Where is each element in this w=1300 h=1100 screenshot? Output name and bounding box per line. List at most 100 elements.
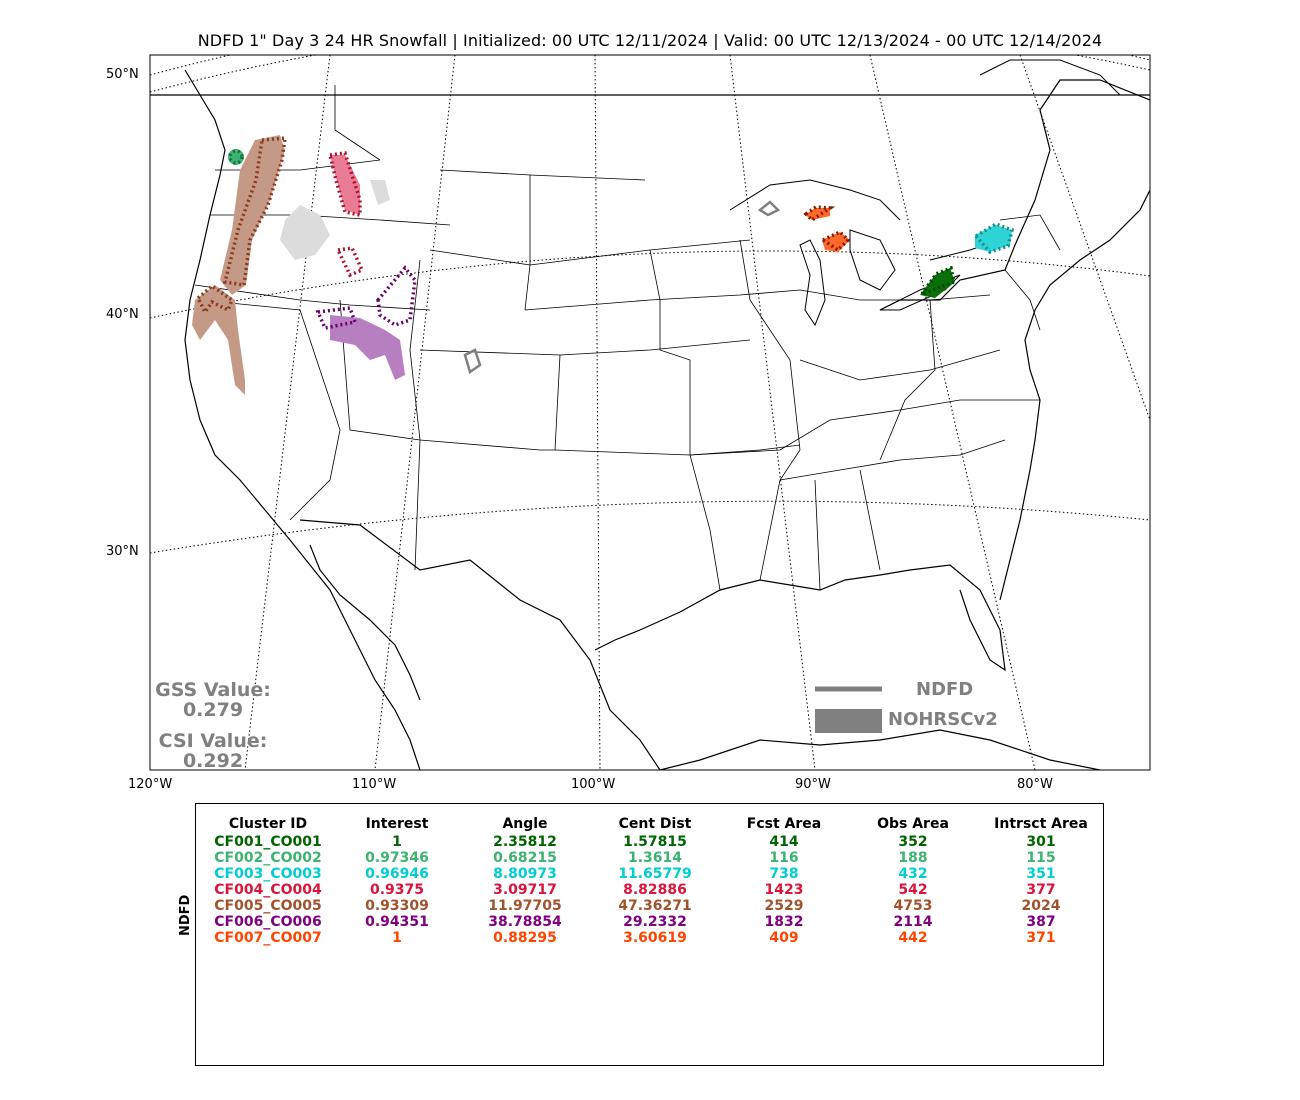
graticule — [150, 55, 1150, 770]
cell-cluster-id: CF004_CO004 — [214, 882, 322, 898]
cell-interest: 1 — [392, 930, 402, 946]
legend-fill-swatch — [815, 709, 882, 733]
cell-intrsct-area: 2024 — [1021, 898, 1061, 914]
forecast-outline-cf005b — [222, 136, 288, 288]
header-cluster-id: Cluster ID — [228, 816, 308, 832]
lon-label-120: 120°W — [128, 777, 173, 792]
coastline-and-borders — [150, 69, 1150, 770]
forecast-outline-cf007b — [819, 229, 851, 253]
csi-label: CSI Value: — [158, 730, 268, 752]
cell-obs-area: 2114 — [893, 914, 933, 930]
cell-obs-area: 4753 — [893, 898, 933, 914]
gss-value: 0.279 — [182, 699, 244, 721]
cell-angle: 3.09717 — [493, 882, 557, 898]
cell-fcst-area: 738 — [769, 866, 799, 882]
cell-fcst-area: 2529 — [764, 898, 804, 914]
cell-intrsct-area: 115 — [1026, 850, 1056, 866]
cell-interest: 0.97346 — [365, 850, 429, 866]
header-fcst-area: Fcst Area — [746, 816, 822, 832]
cell-interest: 0.93309 — [365, 898, 429, 914]
cell-fcst-area: 1423 — [764, 882, 804, 898]
cell-intrsct-area: 371 — [1026, 930, 1056, 946]
forecast-unmatched-objects — [463, 200, 781, 375]
cell-interest: 1 — [392, 834, 402, 850]
cell-fcst-area: 409 — [769, 930, 799, 946]
cell-cluster-id: CF003_CO003 — [214, 866, 322, 882]
snowfall-verification-map — [149, 54, 1151, 771]
cell-obs-area: 188 — [898, 850, 928, 866]
cell-cent-dist: 11.65779 — [618, 866, 692, 882]
map-frame — [149, 54, 1151, 771]
forecast-outline-cf006 — [376, 265, 417, 327]
cell-cluster-id: CF002_CO002 — [214, 850, 322, 866]
cell-cluster-id: CF005_CO005 — [214, 898, 322, 914]
forecast-outline-cf001 — [917, 265, 957, 298]
cell-obs-area: 442 — [898, 930, 928, 946]
cell-obs-area: 542 — [898, 882, 928, 898]
state-borders — [194, 85, 1061, 591]
cell-angle: 0.68215 — [493, 850, 557, 866]
cell-cluster-id: CF006_CO006 — [214, 914, 322, 930]
forecast-outline-cf007 — [803, 205, 836, 223]
forecast-outline-cf004b — [335, 246, 365, 278]
observed-area-co005b — [220, 135, 285, 295]
cell-cent-dist: 1.57815 — [623, 834, 687, 850]
observed-area-co005 — [192, 285, 245, 395]
cell-angle: 38.78854 — [488, 914, 562, 930]
observed-area-co004 — [330, 155, 360, 215]
lat-label-50: 50°N — [106, 67, 139, 82]
header-angle: Angle — [502, 816, 548, 832]
cell-angle: 11.97705 — [488, 898, 562, 914]
forecast-outline-cf002 — [228, 149, 244, 165]
cell-intrsct-area: 387 — [1026, 914, 1056, 930]
cell-obs-area: 432 — [898, 866, 928, 882]
header-intrsct-area: Intrsct Area — [994, 816, 1088, 832]
cell-interest: 0.94351 — [365, 914, 429, 930]
header-obs-area: Obs Area — [877, 816, 949, 832]
lon-label-100: 100°W — [571, 777, 616, 792]
cell-angle: 8.80973 — [493, 866, 557, 882]
gss-label: GSS Value: — [155, 679, 271, 701]
observed-area-co002 — [228, 149, 244, 165]
cell-cluster-id: CF001_CO001 — [214, 834, 322, 850]
lat-label-40: 40°N — [106, 307, 139, 322]
lon-label-80: 80°W — [1017, 777, 1053, 792]
map-legend — [815, 686, 882, 733]
header-interest: Interest — [365, 816, 429, 832]
forecast-snowfall-objects — [195, 136, 1015, 330]
lon-label-90: 90°W — [795, 777, 831, 792]
map-title: NDFD 1" Day 3 24 HR Snowfall | Initializ… — [197, 31, 1103, 50]
cell-cent-dist: 8.82886 — [623, 882, 687, 898]
cell-cent-dist: 1.3614 — [627, 850, 683, 866]
cell-cluster-id: CF007_CO007 — [214, 930, 322, 946]
cell-fcst-area: 116 — [769, 850, 799, 866]
cluster-stats-table — [195, 803, 1104, 1066]
cell-fcst-area: 1832 — [764, 914, 804, 930]
cell-intrsct-area: 301 — [1026, 834, 1056, 850]
legend-nohrsc-label: NOHRSCv2 — [888, 709, 998, 730]
cell-obs-area: 352 — [898, 834, 928, 850]
forecast-outline-cf004 — [327, 151, 362, 218]
cell-interest: 0.96946 — [365, 866, 429, 882]
csi-value: 0.292 — [182, 750, 244, 772]
forecast-outline-unmatched — [463, 348, 482, 375]
cell-cent-dist: 29.2332 — [623, 914, 687, 930]
cell-cent-dist: 47.36271 — [618, 898, 692, 914]
lat-label-30: 30°N — [106, 544, 139, 559]
cell-intrsct-area: 351 — [1026, 866, 1056, 882]
forecast-outline-unmatched-b — [757, 200, 781, 217]
lon-label-110: 110°W — [352, 777, 397, 792]
forecast-outline-cf006b — [315, 306, 358, 330]
observed-area-unmatched-b — [370, 180, 390, 205]
table-row-label: NDFD — [178, 894, 193, 936]
observed-area-co006 — [330, 315, 405, 380]
cell-fcst-area: 414 — [769, 834, 799, 850]
cell-intrsct-area: 377 — [1026, 882, 1056, 898]
observed-area-co003 — [975, 225, 1012, 252]
cell-cent-dist: 3.60619 — [623, 930, 687, 946]
cell-angle: 0.88295 — [493, 930, 557, 946]
cell-interest: 0.9375 — [369, 882, 425, 898]
legend-ndfd-label: NDFD — [916, 679, 974, 700]
observed-area-unmatched — [280, 205, 330, 260]
great-lakes — [729, 59, 1121, 327]
